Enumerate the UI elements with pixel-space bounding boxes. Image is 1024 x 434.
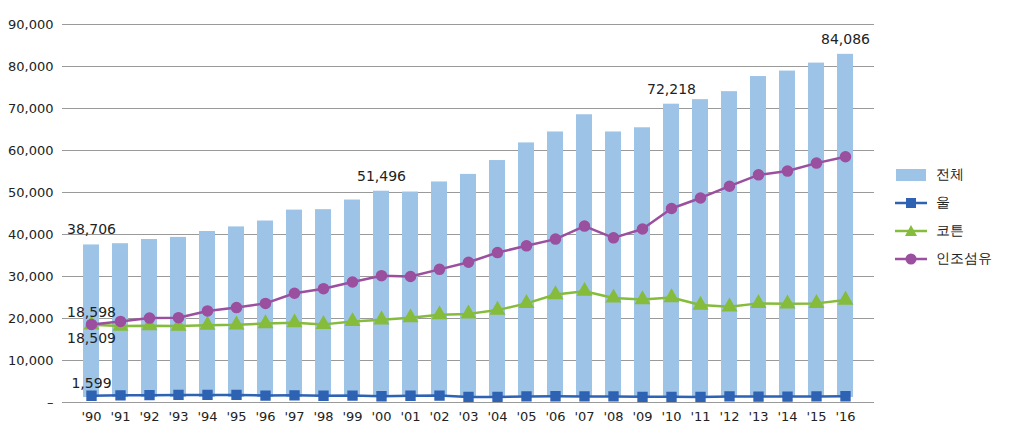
svg-text:'11: '11	[690, 409, 710, 424]
svg-text:'08: '08	[603, 409, 623, 424]
svg-text:90,000: 90,000	[8, 17, 54, 32]
svg-text:'01: '01	[400, 409, 420, 424]
svg-text:18,509: 18,509	[67, 330, 116, 346]
svg-text:20,000: 20,000	[8, 311, 54, 326]
svg-text:–: –	[47, 395, 54, 410]
svg-text:'16: '16	[835, 409, 855, 424]
svg-text:'06: '06	[545, 409, 565, 424]
svg-text:84,086: 84,086	[821, 31, 870, 47]
svg-text:'07: '07	[574, 409, 594, 424]
html-text:전체: 전체	[936, 166, 964, 182]
svg-text:'15: '15	[806, 409, 826, 424]
svg-text:'99: '99	[342, 409, 362, 424]
html-text:울: 울	[936, 194, 950, 210]
svg-text:'00: '00	[371, 409, 391, 424]
svg-text:'14: '14	[777, 409, 797, 424]
svg-text:'96: '96	[255, 409, 275, 424]
svg-text:'91: '91	[110, 409, 130, 424]
svg-text:60,000: 60,000	[8, 143, 54, 158]
html-text:인조섬유: 인조섬유	[936, 250, 992, 266]
svg-text:'10: '10	[661, 409, 681, 424]
svg-text:'03: '03	[458, 409, 478, 424]
svg-text:'04: '04	[487, 409, 507, 424]
svg-text:18,598: 18,598	[67, 304, 116, 320]
svg-text:70,000: 70,000	[8, 101, 54, 116]
svg-text:30,000: 30,000	[8, 269, 54, 284]
svg-text:'90: '90	[81, 409, 101, 424]
svg-text:51,496: 51,496	[357, 168, 406, 184]
svg-text:'94: '94	[197, 409, 217, 424]
svg-text:'02: '02	[429, 409, 449, 424]
svg-text:10,000: 10,000	[8, 353, 54, 368]
svg-text:'98: '98	[313, 409, 333, 424]
svg-text:38,706: 38,706	[67, 221, 116, 237]
svg-text:'09: '09	[632, 409, 652, 424]
svg-text:72,218: 72,218	[647, 81, 696, 97]
svg-text:'13: '13	[748, 409, 768, 424]
svg-text:40,000: 40,000	[8, 227, 54, 242]
svg-text:50,000: 50,000	[8, 185, 54, 200]
svg-text:'12: '12	[719, 409, 739, 424]
svg-text:'92: '92	[139, 409, 159, 424]
html-text:코튼: 코튼	[936, 222, 964, 238]
svg-text:'05: '05	[516, 409, 536, 424]
svg-text:'97: '97	[284, 409, 304, 424]
svg-text:'93: '93	[168, 409, 188, 424]
svg-text:80,000: 80,000	[8, 59, 54, 74]
svg-text:'95: '95	[226, 409, 246, 424]
svg-text:1,599: 1,599	[71, 375, 111, 391]
